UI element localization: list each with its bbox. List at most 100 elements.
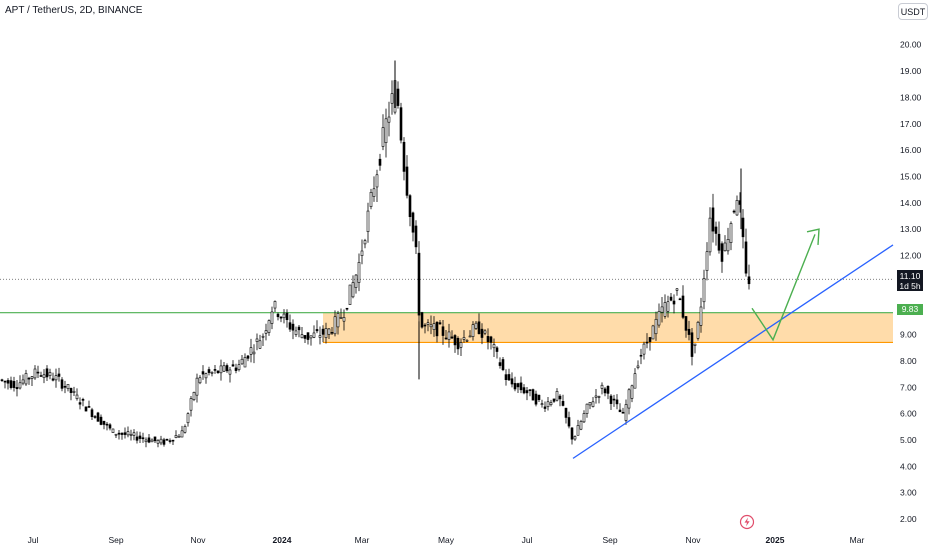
candle-body bbox=[543, 406, 547, 409]
candle-body bbox=[270, 311, 274, 324]
candle-body bbox=[525, 390, 529, 394]
candle-body bbox=[684, 316, 688, 331]
candle-body bbox=[471, 324, 475, 337]
candle-body bbox=[345, 307, 349, 310]
candle-body bbox=[501, 359, 505, 371]
time-tick-label: Mar bbox=[355, 535, 370, 545]
price-tick-label: 2.00 bbox=[900, 514, 917, 524]
candle-body bbox=[528, 389, 532, 391]
support-zone-layer bbox=[0, 278, 893, 344]
candle-body bbox=[663, 302, 667, 317]
candle-body bbox=[723, 242, 727, 252]
time-scale[interactable]: Jul Sep Nov 2024 Mar May Jul Sep Nov 2025 Mar bbox=[28, 535, 865, 545]
price-tick-label: 5.00 bbox=[900, 435, 917, 445]
candle-body bbox=[651, 325, 655, 340]
candle-body bbox=[657, 311, 661, 326]
candle-body bbox=[708, 217, 712, 253]
price-tick-label: 20.00 bbox=[900, 40, 922, 50]
price-tick-label: 9.00 bbox=[900, 330, 917, 340]
candle-body bbox=[687, 328, 691, 335]
candle-body bbox=[699, 306, 703, 326]
candle-body bbox=[741, 217, 745, 238]
candle-body bbox=[282, 313, 286, 319]
candle-body bbox=[120, 432, 124, 435]
price-scale[interactable]: 20.00 19.00 18.00 17.00 16.00 15.00 14.00 13.00… bbox=[900, 40, 922, 524]
candle-body bbox=[51, 378, 55, 381]
price-tick-label: 19.00 bbox=[900, 66, 922, 76]
candle-body bbox=[696, 321, 700, 339]
candle-body bbox=[153, 436, 157, 442]
candle-body bbox=[369, 192, 373, 207]
candle-body bbox=[669, 296, 673, 301]
candle-body bbox=[18, 382, 22, 389]
candle-body bbox=[243, 357, 247, 368]
candle-body bbox=[276, 313, 280, 318]
candle-body bbox=[171, 439, 175, 442]
candle-body bbox=[147, 437, 151, 443]
candle-body bbox=[747, 276, 751, 285]
projection-arrow-head bbox=[806, 228, 820, 246]
candle-body bbox=[129, 433, 133, 436]
candle-body bbox=[570, 427, 574, 440]
candle-body bbox=[633, 373, 637, 389]
candle-body bbox=[132, 432, 136, 436]
candle-body bbox=[264, 330, 268, 334]
candle-body bbox=[486, 336, 490, 343]
candle-body bbox=[597, 396, 601, 398]
candle-body bbox=[516, 383, 520, 388]
candle-body bbox=[210, 371, 214, 374]
candle-body bbox=[381, 127, 385, 147]
candle-body bbox=[648, 337, 652, 342]
candle-body bbox=[165, 438, 169, 441]
candle-body bbox=[9, 380, 13, 388]
last-price-value: 11.10 bbox=[899, 271, 921, 281]
candle-body bbox=[198, 377, 202, 384]
candle-body bbox=[3, 380, 7, 383]
candle-body bbox=[492, 344, 496, 349]
time-tick-label: May bbox=[438, 535, 455, 545]
price-tick-label: 17.00 bbox=[900, 119, 922, 129]
candle-body bbox=[117, 432, 121, 435]
bolt-icon[interactable] bbox=[739, 514, 755, 530]
candle-body bbox=[603, 388, 607, 394]
candle-body bbox=[291, 323, 295, 331]
candle-body bbox=[201, 371, 205, 375]
candle-body bbox=[183, 426, 187, 433]
candle-body bbox=[735, 200, 739, 216]
candle-body bbox=[579, 421, 583, 430]
symbol-title[interactable]: APT / TetherUS, 2D, BINANCE bbox=[5, 5, 143, 16]
candle-body bbox=[654, 318, 658, 335]
candle-body bbox=[417, 252, 421, 316]
candle-body bbox=[66, 384, 70, 389]
candle-body bbox=[42, 374, 46, 378]
candle-body bbox=[384, 118, 388, 144]
candle-body bbox=[279, 316, 283, 319]
candle-body bbox=[474, 322, 478, 329]
candle-body bbox=[54, 375, 58, 381]
price-tick-label: 13.00 bbox=[900, 224, 922, 234]
currency-button[interactable]: USDT bbox=[898, 3, 928, 20]
price-tick-label: 4.00 bbox=[900, 461, 917, 471]
candle-body bbox=[84, 406, 88, 412]
candle-body bbox=[576, 425, 580, 436]
candle-body bbox=[540, 403, 544, 405]
candle-body bbox=[621, 411, 625, 414]
price-tick-label: 14.00 bbox=[900, 198, 922, 208]
candle-body bbox=[138, 435, 142, 439]
candle-body bbox=[483, 330, 487, 334]
candle-body bbox=[702, 278, 706, 303]
candle-body bbox=[444, 337, 448, 340]
candle-body bbox=[108, 424, 112, 429]
candle-body bbox=[690, 332, 694, 357]
candle-body bbox=[606, 385, 610, 394]
candle-body bbox=[234, 367, 238, 371]
candle-body bbox=[102, 420, 106, 425]
drawings-layer[interactable] bbox=[572, 228, 894, 459]
candle-body bbox=[324, 328, 328, 338]
candle-body bbox=[561, 401, 565, 406]
candle-body bbox=[72, 390, 76, 393]
candle-body bbox=[30, 376, 34, 379]
candle-body bbox=[273, 301, 277, 309]
candle-body bbox=[252, 351, 256, 355]
